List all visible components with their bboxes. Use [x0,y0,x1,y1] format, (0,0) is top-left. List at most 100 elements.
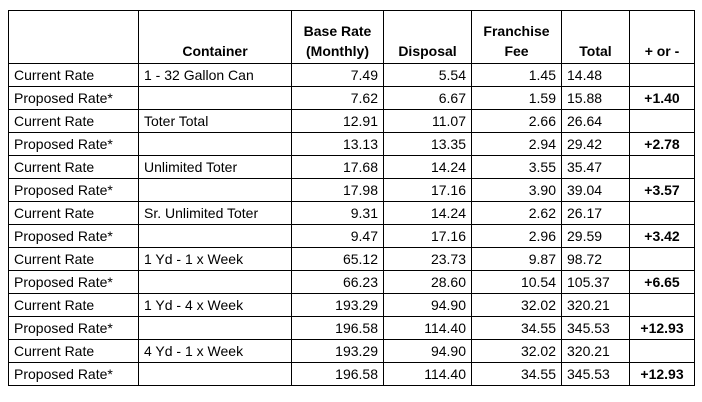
header-franchise-line1: Franchise [483,23,550,39]
header-row: Container Base Rate (Monthly) Disposal F… [8,10,695,64]
base-rate-cell: 196.58 [291,316,384,340]
disposal-cell: 14.24 [383,155,472,179]
header-disposal-text: Disposal [398,43,457,59]
change-cell [629,155,695,179]
change-cell: +3.42 [629,224,695,248]
container-cell: 4 Yd - 1 x Week [138,339,292,363]
table-row: Current Rate 1 Yd - 4 x Week 193.29 94.90 32… [8,293,695,317]
rate-label-cell: Proposed Rate* [8,178,139,202]
header-container: Container [138,10,292,64]
base-rate-cell: 193.29 [291,339,384,363]
total-cell: 98.72 [561,247,630,271]
disposal-cell: 114.40 [383,316,472,340]
rate-label-cell: Proposed Rate* [8,224,139,248]
franchise-fee-cell: 3.55 [471,155,562,179]
base-rate-cell: 9.31 [291,201,384,225]
base-rate-cell: 66.23 [291,270,384,294]
header-change-text: + or - [644,43,680,59]
change-cell [629,109,695,133]
base-rate-cell: 193.29 [291,293,384,317]
franchise-fee-cell: 32.02 [471,339,562,363]
base-rate-cell: 7.49 [291,63,384,87]
disposal-cell: 94.90 [383,293,472,317]
change-cell [629,63,695,87]
total-cell: 29.42 [561,132,630,156]
base-rate-cell: 9.47 [291,224,384,248]
header-base-rate-line1: Base Rate [303,23,372,39]
base-rate-cell: 17.98 [291,178,384,202]
disposal-cell: 114.40 [383,362,472,386]
change-cell [629,339,695,363]
disposal-cell: 23.73 [383,247,472,271]
rate-label-cell: Proposed Rate* [8,132,139,156]
disposal-cell: 13.35 [383,132,472,156]
total-cell: 39.04 [561,178,630,202]
table-row: Current Rate Sr. Unlimited Toter 9.31 14.24… [8,201,695,225]
disposal-cell: 94.90 [383,339,472,363]
total-cell: 29.59 [561,224,630,248]
total-cell: 26.64 [561,109,630,133]
header-change: + or - [629,10,695,64]
base-rate-cell: 65.12 [291,247,384,271]
header-franchise-fee: Franchise Fee [471,10,562,64]
rate-label-cell: Current Rate [8,293,139,317]
container-cell [138,178,292,202]
franchise-fee-cell: 2.62 [471,201,562,225]
container-cell: Unlimited Toter [138,155,292,179]
container-cell [138,316,292,340]
change-cell: +6.65 [629,270,695,294]
disposal-cell: 14.24 [383,201,472,225]
rate-label-cell: Current Rate [8,155,139,179]
table-row: Proposed Rate* 196.58 114.40 34.55 345.53 +12… [8,362,695,386]
franchise-fee-cell: 2.96 [471,224,562,248]
rate-table-container: Container Base Rate (Monthly) Disposal F… [8,10,695,386]
table-row: Proposed Rate* 66.23 28.60 10.54 105.37 +6.65 [8,270,695,294]
table-row: Current Rate Unlimited Toter 17.68 14.24 3.5… [8,155,695,179]
container-cell: Toter Total [138,109,292,133]
franchise-fee-cell: 3.90 [471,178,562,202]
franchise-fee-cell: 34.55 [471,362,562,386]
header-base-rate-line2: (Monthly) [306,43,369,59]
franchise-fee-cell: 34.55 [471,316,562,340]
base-rate-cell: 196.58 [291,362,384,386]
header-total: Total [561,10,630,64]
container-cell [138,132,292,156]
container-cell [138,362,292,386]
change-cell: +2.78 [629,132,695,156]
rate-label-cell: Proposed Rate* [8,316,139,340]
base-rate-cell: 13.13 [291,132,384,156]
table-row: Proposed Rate* 7.62 6.67 1.59 15.88 +1.40 [8,86,695,110]
rate-label-cell: Proposed Rate* [8,362,139,386]
change-cell: +12.93 [629,316,695,340]
container-cell [138,270,292,294]
rate-table-body: Current Rate 1 - 32 Gallon Can 7.49 5.54 1.4… [8,63,695,386]
franchise-fee-cell: 10.54 [471,270,562,294]
rate-label-cell: Current Rate [8,339,139,363]
disposal-cell: 17.16 [383,178,472,202]
base-rate-cell: 17.68 [291,155,384,179]
change-cell: +3.57 [629,178,695,202]
container-cell: 1 Yd - 4 x Week [138,293,292,317]
total-cell: 320.21 [561,293,630,317]
rate-label-cell: Current Rate [8,201,139,225]
total-cell: 345.53 [561,316,630,340]
total-cell: 15.88 [561,86,630,110]
container-cell: Sr. Unlimited Toter [138,201,292,225]
change-cell [629,293,695,317]
total-cell: 320.21 [561,339,630,363]
table-row: Proposed Rate* 17.98 17.16 3.90 39.04 +3.57 [8,178,695,202]
total-cell: 35.47 [561,155,630,179]
total-cell: 345.53 [561,362,630,386]
disposal-cell: 5.54 [383,63,472,87]
table-row: Current Rate 1 - 32 Gallon Can 7.49 5.54 1.4… [8,63,695,87]
header-disposal: Disposal [383,10,472,64]
table-row: Current Rate 4 Yd - 1 x Week 193.29 94.90 32… [8,339,695,363]
franchise-fee-cell: 1.59 [471,86,562,110]
container-cell: 1 - 32 Gallon Can [138,63,292,87]
franchise-fee-cell: 9.87 [471,247,562,271]
total-cell: 26.17 [561,201,630,225]
change-cell [629,201,695,225]
table-row: Proposed Rate* 9.47 17.16 2.96 29.59 +3.42 [8,224,695,248]
container-cell [138,86,292,110]
container-cell [138,224,292,248]
